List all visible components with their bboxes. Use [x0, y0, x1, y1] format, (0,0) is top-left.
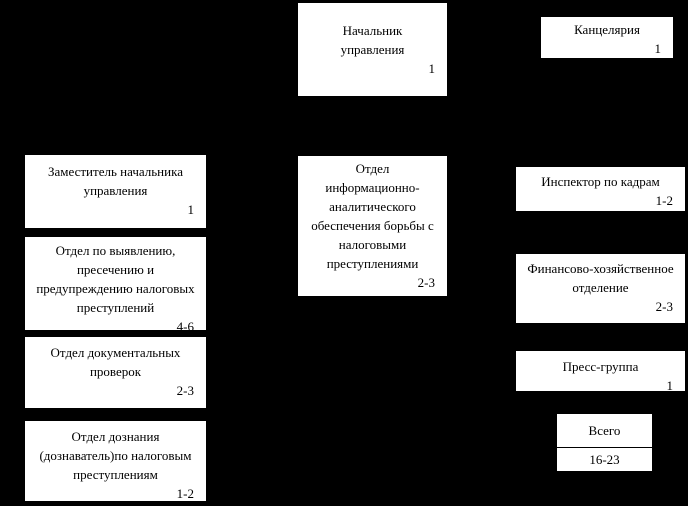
org-box-label: Финансово-хозяйственное отделение: [527, 261, 674, 295]
org-box-deputy-head: Заместитель начальника управления 1: [25, 155, 206, 228]
org-box-press-group: Пресс-группа 1: [516, 351, 685, 393]
org-box-documentary-checks-department: Отдел документальных проверок 2-3: [25, 337, 206, 408]
org-box-finance-unit: Финансово-хозяйственное отделение 2-3: [516, 254, 685, 323]
org-box-count: 2-3: [655, 299, 673, 314]
org-box-label: Отдел по выявлению, пресечению и предупр…: [36, 243, 195, 315]
org-box-count: 1-2: [655, 193, 673, 208]
org-box-count: 1-2: [176, 486, 194, 501]
org-box-count: 1: [654, 41, 662, 56]
org-box-inquiry-department: Отдел дознания (дознаватель)по налоговым…: [25, 421, 206, 501]
org-box-count: 1: [187, 202, 195, 217]
org-box-count: 1: [666, 378, 674, 393]
org-box-hr-inspector: Инспектор по кадрам 1-2: [516, 167, 685, 211]
total-label: Всего: [557, 414, 652, 448]
org-box-count: 1: [428, 61, 436, 76]
org-box-label: Инспектор по кадрам: [541, 174, 660, 189]
org-box-detection-department: Отдел по выявлению, пресечению и предупр…: [25, 237, 206, 334]
total-count: 16-23: [589, 452, 620, 467]
org-box-label: Заместитель начальника управления: [48, 164, 183, 198]
org-box-count: 2-3: [176, 383, 194, 398]
org-box-department-head: Начальник управления 1: [298, 3, 447, 96]
org-total-box: Всего 16-23: [557, 414, 652, 471]
org-box-label: Начальник управления: [340, 23, 405, 57]
org-box-info-analytics-department: Отдел информационно- аналитического обес…: [298, 156, 447, 296]
org-box-label: Пресс-группа: [562, 359, 639, 374]
org-box-label: Отдел информационно- аналитического обес…: [311, 161, 434, 271]
org-box-chancellery: Канцелярия 1: [541, 17, 673, 58]
org-box-label: Канцелярия: [574, 22, 640, 37]
org-box-label: Отдел документальных проверок: [50, 345, 181, 379]
org-box-count: 2-3: [417, 275, 435, 290]
org-box-count: 4-6: [176, 319, 194, 334]
org-box-label: Отдел дознания (дознаватель)по налоговым…: [39, 429, 192, 482]
